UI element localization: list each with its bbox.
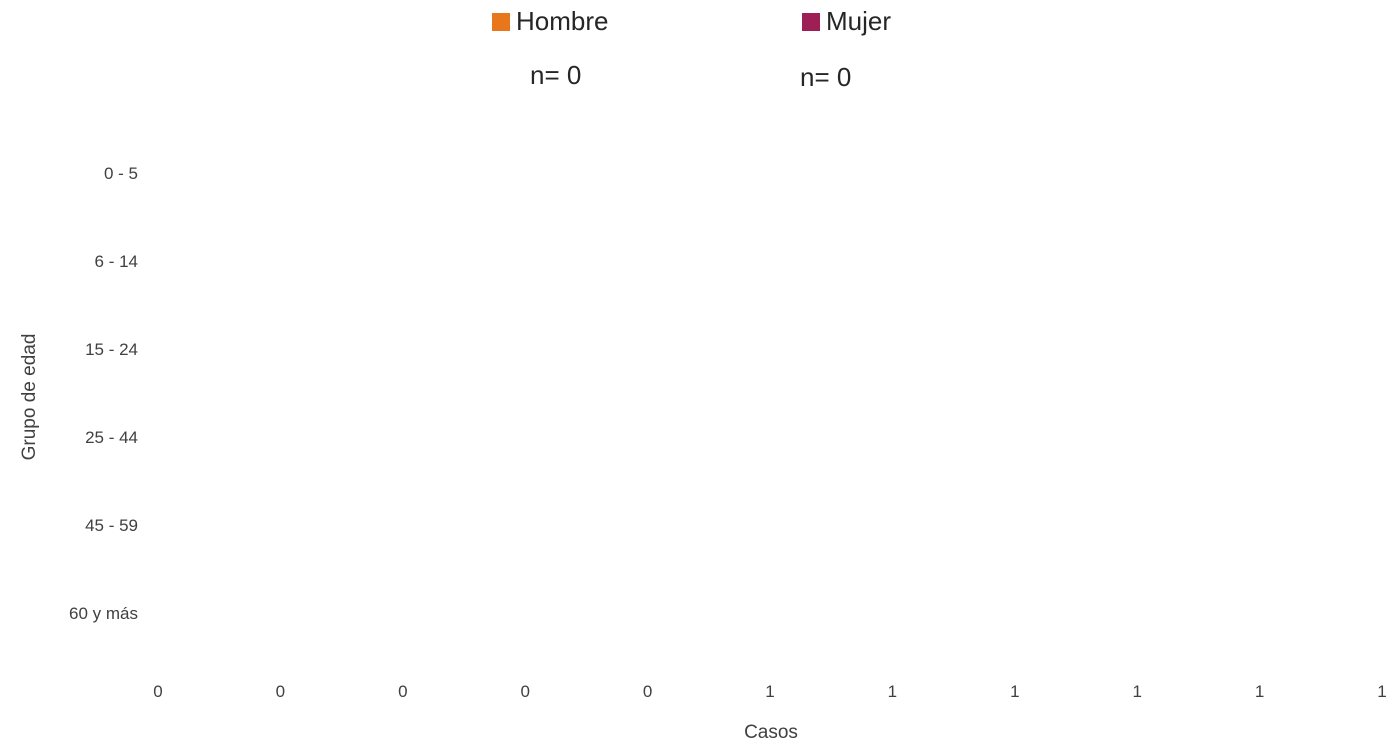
- y-axis-tick-labels: 0 - 5 6 - 14 15 - 24 25 - 44 45 - 59 60 y más: [69, 164, 138, 623]
- x-axis-tick-labels: 0 0 0 0 0 1 1 1 1 1 1: [153, 682, 1386, 701]
- x-tick-label: 1: [1010, 682, 1019, 701]
- x-axis-title: Casos: [744, 722, 798, 743]
- legend-label-mujer: Mujer: [826, 6, 892, 36]
- y-tick-label: 45 - 59: [85, 516, 138, 535]
- legend-label-hombre: Hombre: [516, 6, 609, 36]
- legend-swatch-hombre: [492, 12, 510, 31]
- x-tick-label: 0: [520, 682, 529, 701]
- x-tick-label: 1: [1255, 682, 1264, 701]
- y-tick-label: 6 - 14: [95, 252, 138, 271]
- n-count-mujer: n= 0: [800, 62, 852, 92]
- x-tick-label: 1: [1377, 682, 1386, 701]
- legend-item-hombre: Hombre: [492, 6, 608, 37]
- legend-item-mujer: Mujer: [802, 6, 891, 37]
- x-tick-label: 1: [888, 682, 897, 701]
- y-tick-label: 25 - 44: [85, 428, 138, 447]
- y-axis-title: Grupo de edad: [19, 334, 40, 461]
- x-tick-label: 1: [1132, 682, 1141, 701]
- x-tick-label: 0: [276, 682, 285, 701]
- x-tick-label: 0: [643, 682, 652, 701]
- n-count-hombre: n= 0: [530, 60, 582, 90]
- x-tick-label: 1: [765, 682, 774, 701]
- y-tick-label: 60 y más: [69, 604, 138, 623]
- x-tick-label: 0: [398, 682, 407, 701]
- x-tick-label: 0: [153, 682, 162, 701]
- legend-swatch-mujer: [802, 12, 820, 31]
- y-tick-label: 0 - 5: [104, 164, 138, 183]
- y-tick-label: 15 - 24: [85, 340, 138, 359]
